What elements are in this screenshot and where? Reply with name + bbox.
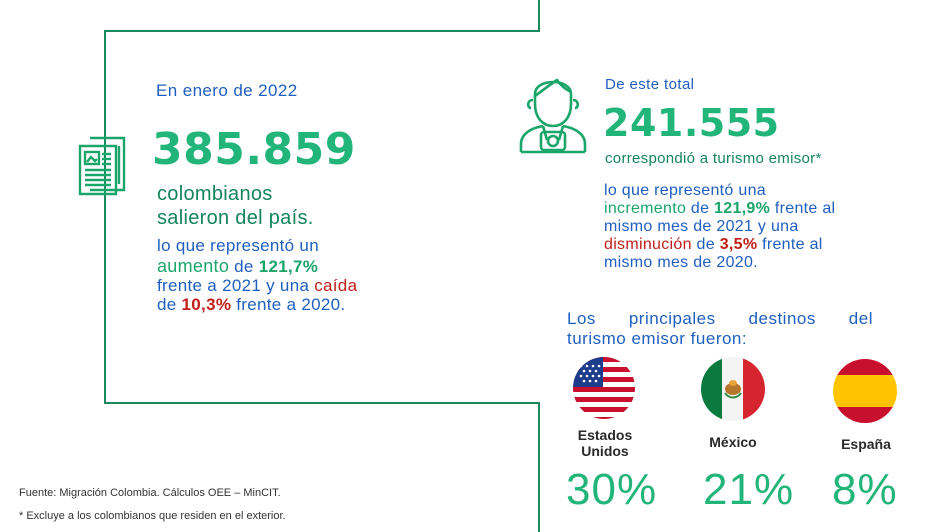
left-para-text: frente a 2021 y una	[157, 276, 315, 295]
usa-flag-icon	[573, 357, 635, 419]
destinations-heading-line2: turismo emisor fueron:	[567, 329, 748, 348]
destination-name-line: Unidos	[581, 443, 629, 459]
destination-percent-spain: 8%	[832, 465, 898, 514]
frame-line-bottom-horizontal	[104, 402, 540, 404]
increase-word: aumento	[157, 256, 230, 276]
left-subtitle: colombianos salieron del país.	[157, 182, 314, 230]
left-para-line3: frente a 2021 y una caída	[157, 276, 417, 295]
left-para-text: de	[229, 257, 259, 276]
left-increase-pct: 121,7%	[258, 257, 319, 276]
left-big-number: 385.859	[152, 124, 356, 175]
increment-word: incremento	[604, 200, 687, 217]
spain-flag-icon	[833, 359, 897, 423]
footer-note: * Excluye a los colombianos que residen …	[19, 510, 286, 522]
right-para-text: de	[686, 200, 715, 217]
newspaper-icon	[76, 134, 132, 198]
left-para-text: frente a 2020.	[231, 295, 346, 314]
right-para-line2: incremento de 121,9% frente al	[604, 200, 904, 218]
left-para-line2: aumento de 121,7%	[157, 256, 417, 277]
right-para-line3: mismo mes de 2021 y una	[604, 218, 799, 235]
destinations-heading: Los principales destinos del turismo emi…	[567, 309, 873, 349]
right-para-line5: mismo mes de 2020.	[604, 254, 758, 271]
right-para-text: frente al	[770, 200, 836, 217]
destination-percent-usa: 30%	[566, 465, 658, 514]
left-para-text: de	[157, 295, 182, 314]
frame-line-left-vertical	[104, 30, 106, 404]
decrease-word: caída	[314, 276, 358, 295]
right-increase-pct: 121,9%	[714, 200, 771, 217]
frame-line-bottom-vertical	[538, 402, 540, 532]
left-decrease-pct: 10,3%	[181, 295, 232, 314]
destination-name-mexico: México	[709, 434, 757, 450]
right-intro: De este total	[605, 76, 695, 93]
right-big-number: 241.555	[603, 101, 780, 145]
left-para-line1: lo que representó un	[157, 236, 319, 255]
destination-name-usa: Estados Unidos	[565, 427, 645, 459]
right-para-text: de	[691, 236, 720, 253]
footer-source: Fuente: Migración Colombia. Cálculos OEE…	[19, 487, 281, 499]
decrease-word: disminución	[604, 236, 692, 253]
frame-line-top-vertical	[538, 0, 540, 30]
destinations-heading-line1: Los principales destinos del	[567, 309, 873, 328]
right-paragraph: lo que representó una incremento de 121,…	[604, 182, 904, 272]
frame-line-top-horizontal	[104, 30, 540, 32]
left-intro: En enero de 2022	[156, 81, 298, 100]
right-subtitle: correspondió a turismo emisor*	[605, 150, 822, 167]
right-para-line4: disminución de 3,5% frente al	[604, 236, 904, 254]
mexico-flag-icon	[701, 357, 765, 421]
left-paragraph: lo que representó un aumento de 121,7% f…	[157, 236, 417, 314]
left-subtitle-line1: colombianos	[157, 183, 273, 205]
destination-percent-mexico: 21%	[703, 465, 795, 514]
tourist-icon	[517, 70, 589, 156]
left-para-line4: de 10,3% frente a 2020.	[157, 295, 417, 314]
right-para-text: frente al	[757, 236, 823, 253]
left-subtitle-line2: salieron del país.	[157, 207, 314, 229]
right-decrease-pct: 3,5%	[719, 236, 758, 253]
destination-name-line: Estados	[577, 427, 633, 443]
right-para-line1: lo que representó una	[604, 182, 766, 199]
destination-name-spain: España	[841, 436, 891, 452]
